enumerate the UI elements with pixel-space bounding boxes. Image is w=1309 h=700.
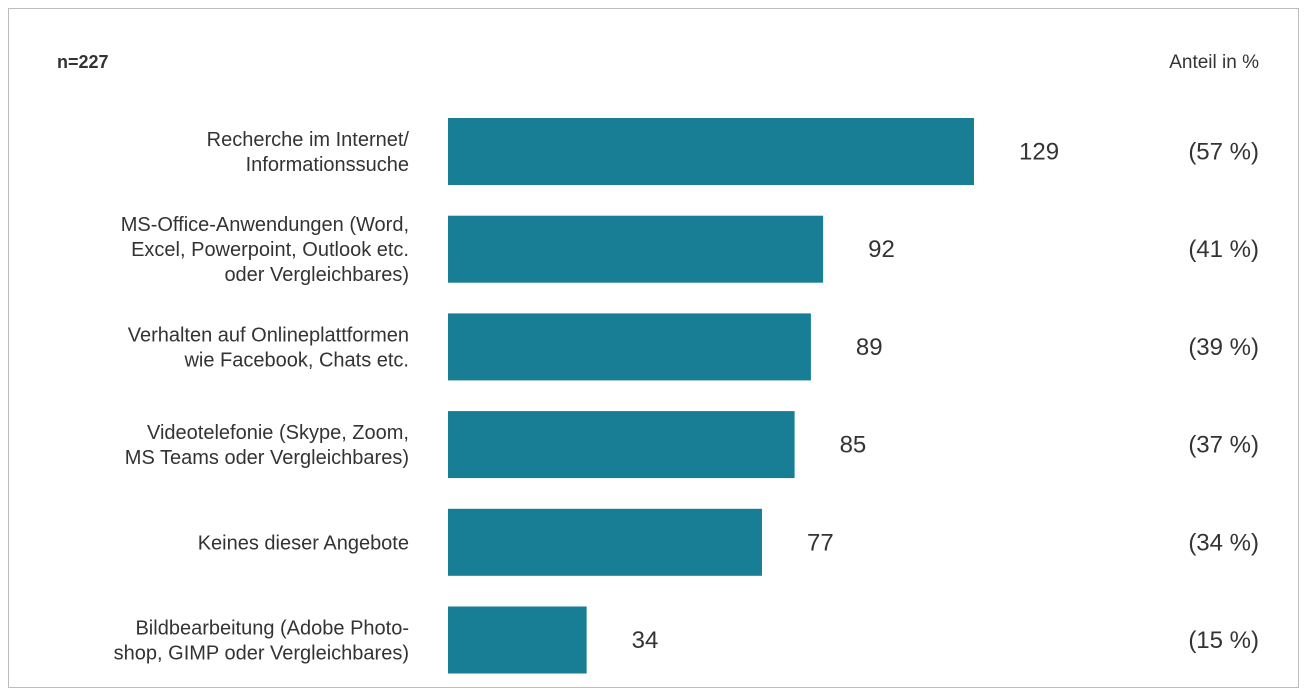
bar-percent-label: (34 %): [1188, 529, 1259, 556]
bar-value-label: 34: [632, 627, 659, 654]
category-label: Videotelefonie (Skype, Zoom, MS Teams ode…: [125, 422, 409, 469]
category-label: Bildbearbeitung (Adobe Photo-shop, GIMP …: [114, 618, 409, 665]
bar: [448, 606, 587, 674]
category-label: Keines dieser Angebote: [198, 532, 409, 554]
bar: [448, 508, 762, 576]
category-label: Recherche im Internet/Informationssuche: [207, 129, 410, 176]
bar: [448, 313, 811, 381]
bar: [448, 411, 795, 479]
bar: [448, 118, 974, 185]
unit-label: Anteil in %: [1169, 52, 1259, 73]
category-label: MS-Office-Anwendungen (Word, Excel, Power…: [121, 214, 409, 286]
category-label: Verhalten auf Onlineplattformen wie Faceb…: [128, 324, 409, 371]
bar-percent-label: (39 %): [1188, 334, 1259, 361]
bar-percent-label: (57 %): [1188, 139, 1259, 166]
bar-value-label: 129: [1019, 139, 1059, 166]
bar-percent-label: (41 %): [1188, 236, 1259, 263]
bar-percent-label: (15 %): [1188, 627, 1259, 654]
sample-size-label: n=227: [57, 52, 109, 72]
bar-chart: n=227 Anteil in % 129 (57 %) Recherche im …: [57, 52, 1259, 674]
bar-value-label: 89: [856, 334, 883, 361]
bar-percent-label: (37 %): [1188, 432, 1259, 459]
bar-value-label: 77: [807, 529, 834, 556]
bar-value-label: 85: [840, 432, 867, 459]
bar-value-label: 92: [868, 236, 895, 263]
bar: [448, 215, 824, 283]
chart-frame: n=227 Anteil in % 129 (57 %) Recherche im …: [8, 8, 1299, 688]
